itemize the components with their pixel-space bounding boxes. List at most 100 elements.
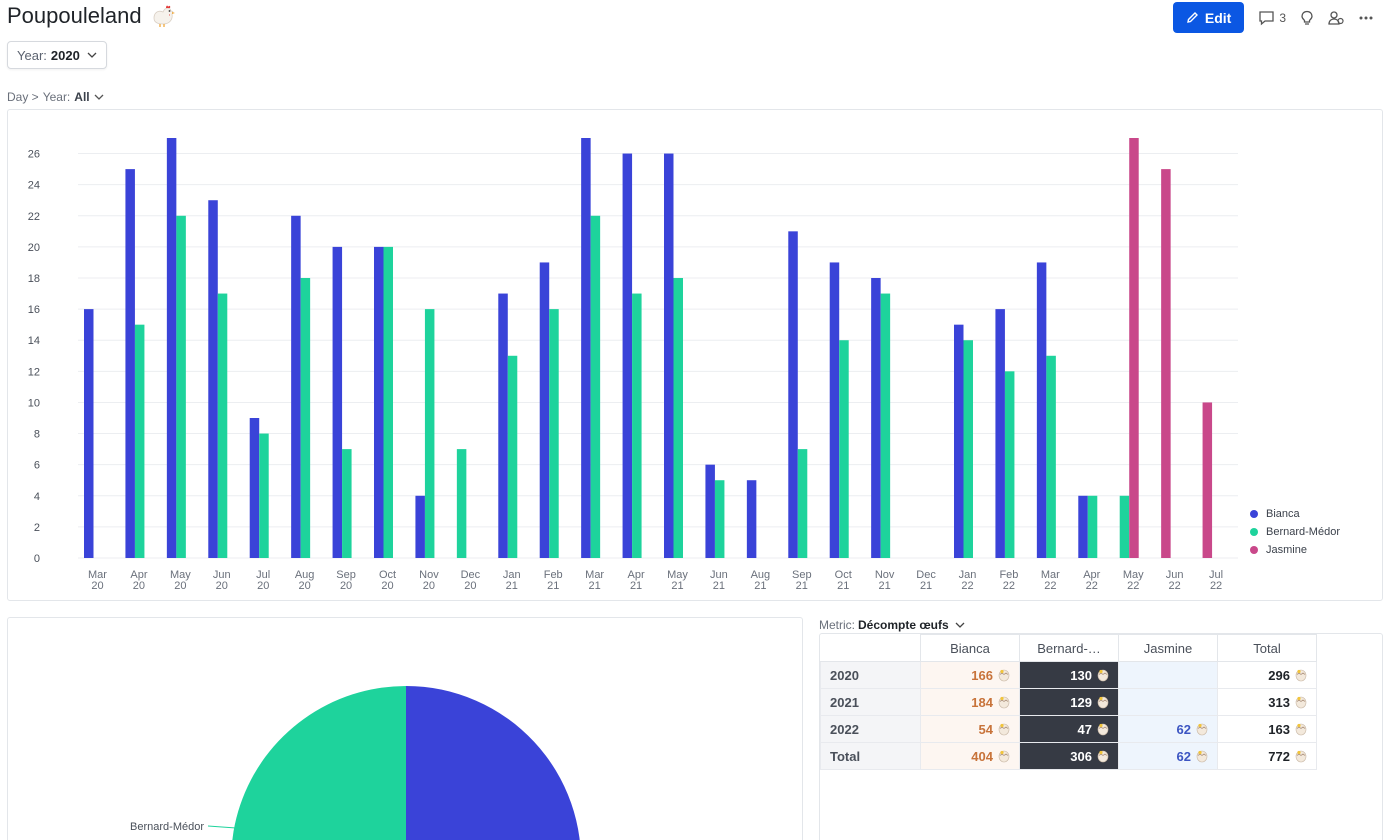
x-tick-label: 20	[299, 580, 311, 592]
metric-value: Décompte œufs	[858, 618, 949, 632]
bar[interactable]	[705, 464, 715, 558]
bar[interactable]	[1078, 495, 1088, 558]
bar[interactable]	[208, 200, 218, 558]
x-tick-label: 21	[796, 580, 808, 592]
bar[interactable]	[374, 246, 384, 558]
drill-label: Year:	[42, 90, 71, 104]
bar[interactable]	[1004, 371, 1015, 558]
bar[interactable]	[342, 449, 352, 558]
column-header[interactable]: Bernard-…	[1019, 634, 1119, 662]
egg-icon	[1196, 750, 1208, 762]
x-tick-label: Dec	[461, 569, 481, 581]
bar[interactable]	[954, 324, 964, 558]
table-cell[interactable]: 296	[1217, 661, 1317, 689]
bar[interactable]	[249, 418, 260, 558]
bar[interactable]	[1087, 495, 1098, 558]
table-cell[interactable]: 62	[1118, 715, 1218, 743]
table-cell[interactable]: 313	[1217, 688, 1317, 716]
legend-item-jasmine[interactable]: Jasmine	[1250, 541, 1340, 559]
bar[interactable]	[714, 480, 725, 558]
bar[interactable]	[963, 340, 974, 558]
bar[interactable]	[259, 433, 269, 558]
bar[interactable]	[291, 215, 301, 558]
insights-button[interactable]	[1300, 10, 1314, 26]
bar[interactable]	[797, 449, 808, 558]
bar[interactable]	[332, 246, 343, 558]
bar[interactable]	[549, 309, 559, 558]
pie-slice[interactable]	[231, 686, 406, 840]
bar[interactable]	[581, 138, 591, 558]
column-header[interactable]: Bianca	[920, 634, 1020, 662]
toolbar: Edit 3	[1172, 2, 1373, 33]
table-cell[interactable]: 772	[1217, 742, 1317, 770]
table-cell[interactable]	[1118, 661, 1218, 689]
bar[interactable]	[590, 215, 601, 558]
table-cell[interactable]: 47	[1019, 715, 1119, 743]
bar[interactable]	[664, 153, 674, 559]
row-header[interactable]: 2022	[820, 715, 921, 743]
bar[interactable]	[498, 293, 508, 558]
pie-slice[interactable]	[380, 686, 581, 840]
table-cell[interactable]: 130	[1019, 661, 1119, 689]
edit-button[interactable]: Edit	[1172, 2, 1245, 33]
row-header[interactable]: 2021	[820, 688, 921, 716]
x-tick-label: Aug	[751, 569, 771, 581]
legend-item-bernard-medor[interactable]: Bernard-Médor	[1250, 523, 1340, 541]
bar[interactable]	[134, 324, 145, 558]
metric-selector[interactable]: Metric: Décompte œufs	[819, 618, 965, 632]
bar[interactable]	[125, 169, 135, 558]
bar[interactable]	[424, 309, 435, 558]
bar[interactable]	[1202, 402, 1213, 558]
bar[interactable]	[383, 246, 394, 558]
bar[interactable]	[539, 262, 550, 558]
bar[interactable]	[880, 293, 891, 558]
bar[interactable]	[507, 355, 518, 558]
bar[interactable]	[415, 495, 425, 558]
bar[interactable]	[456, 449, 467, 558]
table-cell[interactable]: 163	[1217, 715, 1317, 743]
bar[interactable]	[1119, 495, 1130, 558]
bar[interactable]	[788, 231, 798, 559]
bar[interactable]	[871, 278, 881, 558]
bar[interactable]	[746, 480, 757, 558]
comments-button[interactable]: 3	[1258, 10, 1286, 26]
legend-item-bianca[interactable]: Bianca	[1250, 505, 1340, 523]
bar[interactable]	[995, 309, 1005, 558]
row-header[interactable]: 2020	[820, 661, 921, 689]
bar[interactable]	[300, 278, 311, 558]
bar[interactable]	[829, 262, 840, 558]
bar[interactable]	[1046, 355, 1056, 558]
cell-value: 306	[1070, 748, 1092, 764]
drill-breadcrumb[interactable]: Day > Year: All	[7, 90, 104, 104]
table-cell[interactable]: 54	[920, 715, 1020, 743]
x-tick-label: Jan	[503, 569, 521, 581]
bar[interactable]	[1161, 169, 1171, 558]
table-cell[interactable]: 129	[1019, 688, 1119, 716]
bar[interactable]	[1129, 138, 1139, 558]
bar[interactable]	[84, 309, 94, 558]
share-button[interactable]	[1328, 10, 1345, 26]
pie-chart-panel: Bernard-Médor	[7, 617, 803, 840]
bar[interactable]	[632, 293, 642, 558]
bar[interactable]	[839, 340, 849, 558]
bar[interactable]	[176, 215, 186, 558]
row-header[interactable]: Total	[820, 742, 921, 770]
table-cell[interactable]	[1118, 688, 1218, 716]
year-filter[interactable]: Year: 2020	[7, 41, 107, 69]
bar[interactable]	[1036, 262, 1047, 558]
bar[interactable]	[166, 138, 177, 558]
bar[interactable]	[622, 153, 633, 559]
bar[interactable]	[217, 293, 228, 558]
table-cell[interactable]: 306	[1019, 742, 1119, 770]
pie-chart: Bernard-Médor	[130, 686, 581, 840]
comment-icon	[1259, 10, 1274, 25]
table-cell[interactable]: 404	[920, 742, 1020, 770]
column-header[interactable]: Jasmine	[1118, 634, 1218, 662]
table-cell[interactable]: 184	[920, 688, 1020, 716]
bar[interactable]	[673, 278, 684, 558]
more-button[interactable]	[1359, 16, 1373, 20]
table-cell[interactable]: 62	[1118, 742, 1218, 770]
column-header[interactable]: Total	[1217, 634, 1317, 662]
chevron-down-icon	[87, 52, 97, 58]
table-cell[interactable]: 166	[920, 661, 1020, 689]
